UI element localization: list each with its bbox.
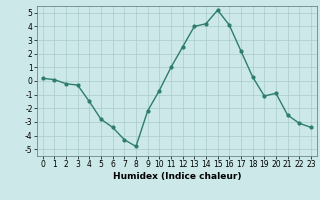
X-axis label: Humidex (Indice chaleur): Humidex (Indice chaleur) — [113, 172, 241, 181]
